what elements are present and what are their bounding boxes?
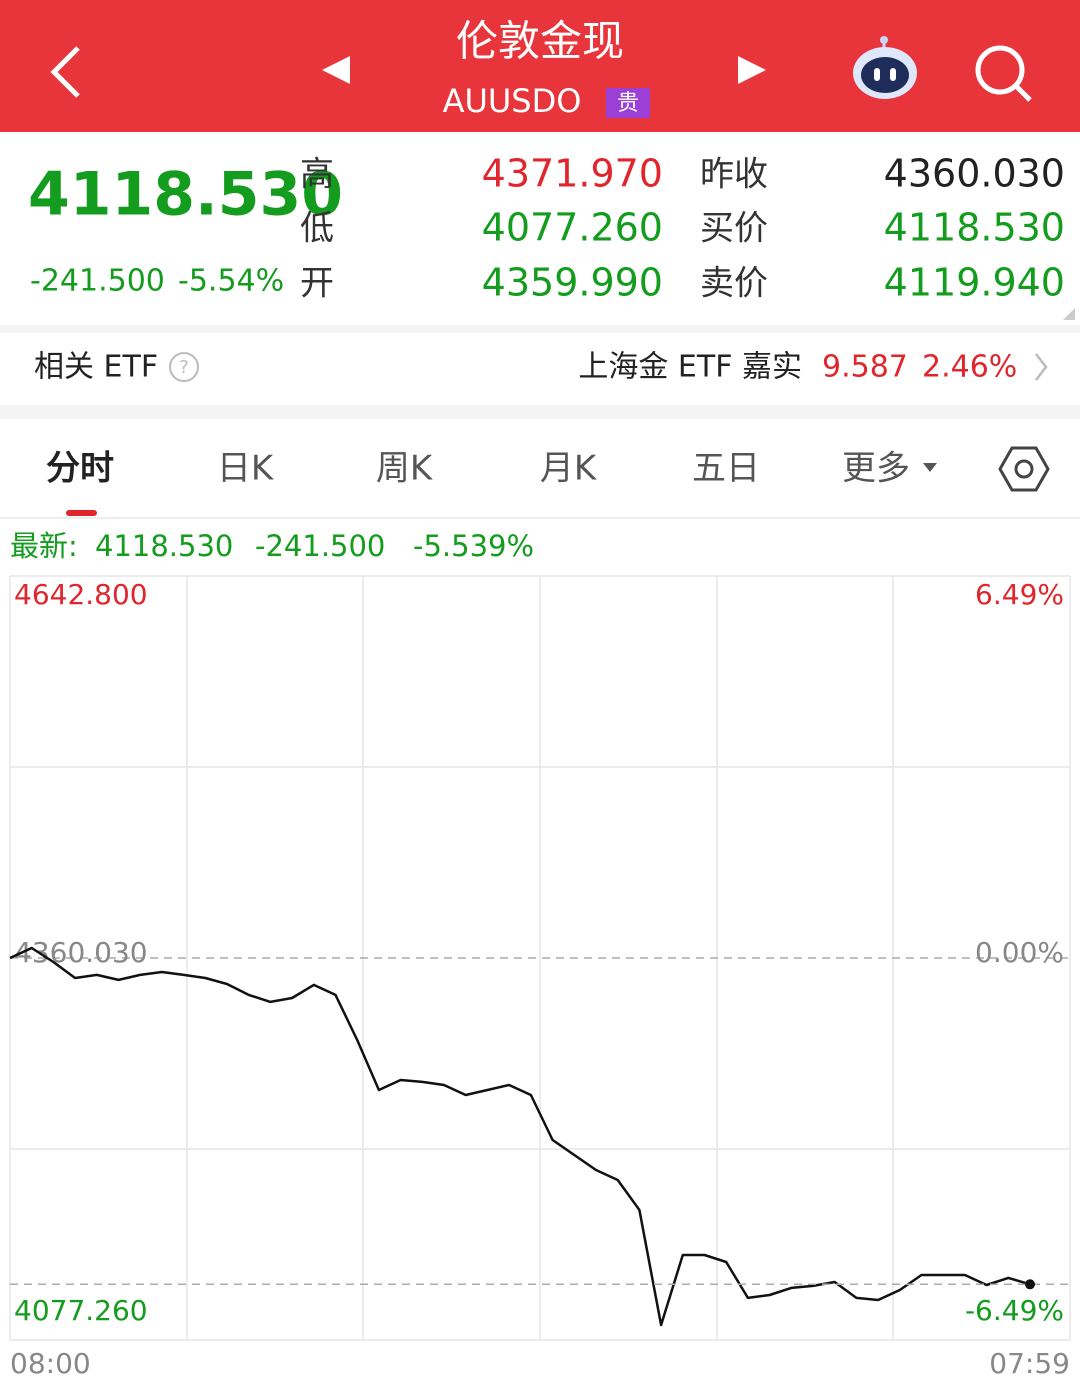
back-button[interactable] [50, 46, 80, 98]
settings-dot [1014, 459, 1034, 479]
stat-label: 买价 [700, 209, 768, 249]
tab[interactable]: 分时 [46, 449, 114, 489]
y2-tick-label: -6.49% [965, 1294, 1064, 1327]
active-tab-indicator [66, 510, 97, 516]
latest-change: -241.500 [255, 529, 385, 563]
tab[interactable]: 更多 [842, 449, 910, 489]
stat-value: 4118.530 [884, 206, 1065, 250]
more-arrow[interactable] [923, 463, 937, 472]
tab[interactable]: 五日 [692, 449, 760, 489]
etf-row[interactable]: 相关 ETF ? 上海金 ETF 嘉实 9.587 2.46% [34, 350, 1048, 385]
etf-price: 9.587 [822, 350, 908, 385]
code: AUUSDO [443, 82, 582, 120]
tabs: 分时 日K 周K 月K 五日 更多 [46, 449, 910, 489]
divider [0, 325, 1080, 333]
change: -241.500 [30, 264, 165, 299]
x-tick-label: 08:00 [10, 1347, 91, 1380]
stat-label: 低 [300, 209, 334, 249]
latest-pct: -5.539% [413, 529, 534, 563]
stat-label: 昨收 [700, 155, 768, 195]
help-mark: ? [179, 357, 189, 378]
etf-label: 相关 ETF [34, 350, 158, 385]
latest-price: 4118.530 [95, 529, 233, 563]
stats: 高 4371.970 低 4077.260 开 4359.990 昨收 4360.030 买价 4… [300, 152, 1065, 305]
y2-tick-label: 6.49% [975, 578, 1064, 611]
next-button[interactable] [738, 56, 766, 84]
stat-value: 4360.030 [884, 152, 1065, 196]
x-tick-label: 07:59 [989, 1347, 1070, 1380]
stat-label: 开 [300, 264, 334, 304]
y2-tick-label: 0.00% [975, 936, 1064, 969]
stat-label: 卖价 [700, 264, 768, 304]
price-line [9, 946, 1031, 1327]
help-icon[interactable] [169, 352, 199, 382]
tab[interactable]: 周K [376, 449, 434, 489]
latest-label: 最新: [10, 529, 78, 563]
last-price-dot [1025, 1279, 1035, 1290]
stat-value: 4371.970 [482, 152, 663, 196]
badge: 贵 [617, 91, 639, 116]
prev-button[interactable] [322, 56, 350, 84]
title: 伦敦金现 [456, 17, 624, 66]
divider [0, 405, 1080, 419]
y-tick-label: 4360.030 [14, 936, 148, 969]
stat-label: 高 [300, 155, 334, 195]
stat-value: 4359.990 [482, 261, 663, 305]
chart: 4642.800 4360.030 4077.260 6.49% 0.00% -6.49%… [9, 575, 1070, 1380]
tab[interactable]: 月K [540, 449, 598, 489]
stat-value: 4077.260 [482, 206, 663, 250]
y-tick-label: 4077.260 [14, 1294, 148, 1327]
change-pct: -5.54% [178, 264, 284, 299]
expand-corner[interactable] [1063, 308, 1075, 320]
search-button[interactable] [975, 45, 1032, 102]
tab[interactable]: 日K [217, 449, 275, 489]
assistant-button[interactable] [853, 36, 917, 99]
chevron [1035, 353, 1048, 381]
settings-button[interactable] [998, 446, 1050, 492]
y-tick-label: 4642.800 [14, 578, 148, 611]
stat-value: 4119.940 [884, 261, 1065, 305]
etf-change: 2.46% [922, 350, 1017, 385]
badge-bg [606, 88, 650, 118]
price: 4118.530 [28, 160, 343, 230]
etf-name: 上海金 ETF 嘉实 [578, 350, 802, 385]
